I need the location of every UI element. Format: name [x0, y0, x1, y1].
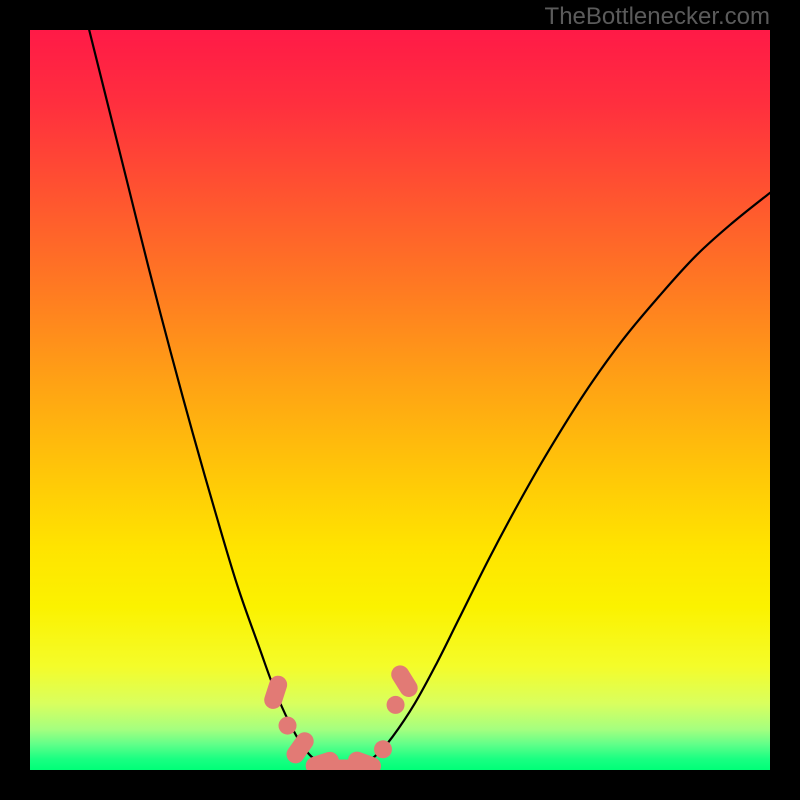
watermark-text: TheBottlenecker.com: [545, 3, 770, 31]
plot-area: [30, 30, 770, 770]
gradient-background: [30, 30, 770, 770]
chart-container: TheBottlenecker.com: [0, 0, 800, 800]
